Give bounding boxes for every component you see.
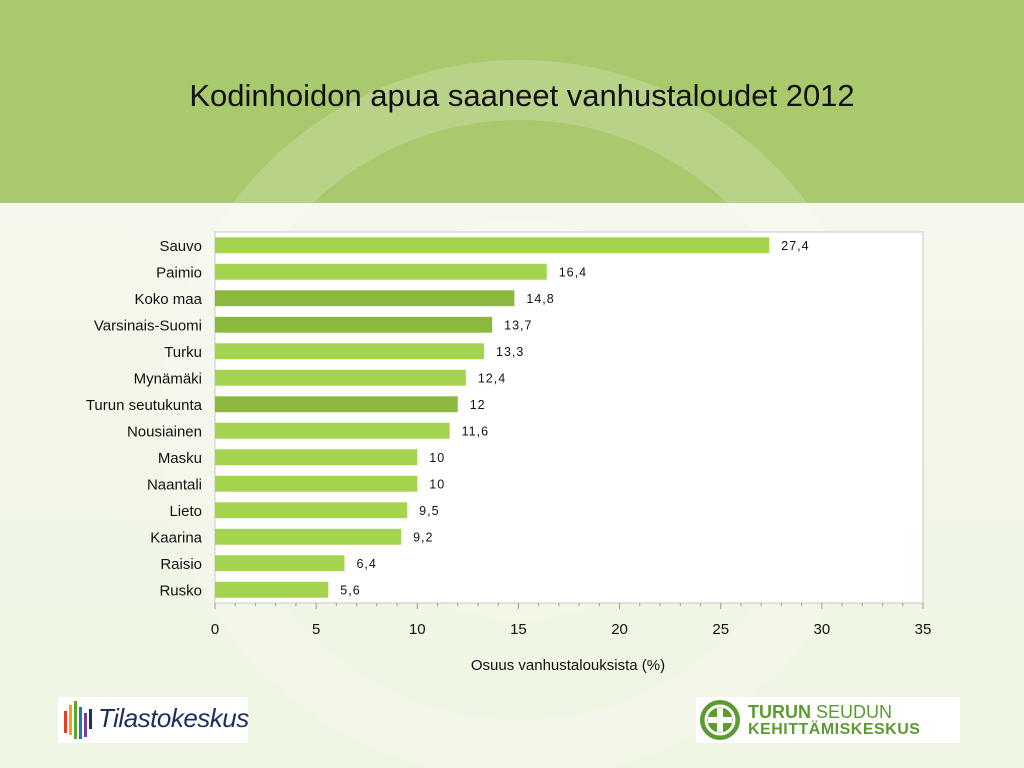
tilastokeskus-name: Tilastokeskus: [98, 703, 249, 733]
tilastokeskus-logo-icon: [64, 701, 92, 739]
category-label: Varsinais-Suomi: [94, 317, 202, 334]
x-axis-label: Osuus vanhustalouksista (%): [471, 657, 665, 674]
data-label: 14,8: [526, 292, 554, 306]
tsk-emblem-icon: [700, 700, 740, 740]
category-label: Turun seutukunta: [86, 397, 203, 414]
bar: [215, 555, 345, 572]
data-label: 10: [429, 451, 445, 465]
x-tick-label: 10: [409, 621, 426, 638]
bar: [215, 343, 485, 360]
x-tick-label: 35: [915, 621, 932, 638]
x-tick-label: 15: [510, 621, 527, 638]
category-label: Lieto: [169, 503, 202, 520]
tilastokeskus-logo: Tilastokeskus: [58, 697, 249, 743]
data-label: 12,4: [478, 371, 506, 385]
category-label: Rusko: [159, 582, 202, 599]
data-label: 12: [470, 398, 486, 412]
page-title: Kodinhoidon apua saaneet vanhustaloudet …: [189, 78, 855, 113]
category-label: Koko maa: [134, 291, 202, 308]
bar: [215, 237, 770, 254]
category-label: Nousiainen: [127, 423, 202, 440]
bar-chart: 27,4 16,4 14,8 13,7 13,3 12,4 12 11,6 10 10 9,5 9,2…: [86, 231, 932, 674]
bar: [215, 528, 402, 545]
data-label: 9,5: [419, 504, 439, 518]
x-tick-label: 20: [611, 621, 628, 638]
data-label: 11,6: [462, 424, 489, 438]
tsk-name-line2: KEHITTÄMISKESKUS: [748, 721, 921, 738]
bar: [215, 396, 458, 413]
data-label: 9,2: [413, 530, 433, 544]
tsk-name-line1: TURUN SEUDUN: [748, 702, 893, 722]
x-tick-label: 0: [211, 621, 219, 638]
plot-area: [214, 231, 924, 604]
tsk-logo: TURUN SEUDUN KEHITTÄMISKESKUS: [696, 697, 960, 743]
data-label: 13,3: [496, 345, 524, 359]
data-label: 27,4: [781, 239, 809, 253]
data-label: 16,4: [559, 265, 587, 279]
category-label: Naantali: [147, 476, 202, 493]
bar: [215, 290, 515, 307]
category-label: Sauvo: [159, 238, 202, 255]
data-label: 13,7: [504, 318, 532, 332]
category-label: Turku: [164, 344, 202, 361]
bar: [215, 502, 408, 519]
x-tick-label: 25: [712, 621, 729, 638]
header-band: [0, 0, 1024, 203]
bar: [215, 475, 418, 492]
bar: [215, 449, 418, 466]
bar: [215, 263, 547, 280]
category-label: Paimio: [156, 264, 202, 281]
data-label: 6,4: [356, 557, 376, 571]
bar: [215, 422, 450, 439]
category-label: Raisio: [160, 556, 202, 573]
category-label: Kaarina: [150, 529, 202, 546]
x-tick-label: 5: [312, 621, 320, 638]
category-label: Masku: [158, 450, 202, 467]
bar: [215, 316, 493, 333]
category-label: Mynämäki: [134, 370, 202, 387]
data-label: 5,6: [340, 583, 360, 597]
bar: [215, 369, 466, 386]
x-tick-label: 30: [814, 621, 831, 638]
bar: [215, 581, 329, 598]
data-label: 10: [429, 477, 445, 491]
